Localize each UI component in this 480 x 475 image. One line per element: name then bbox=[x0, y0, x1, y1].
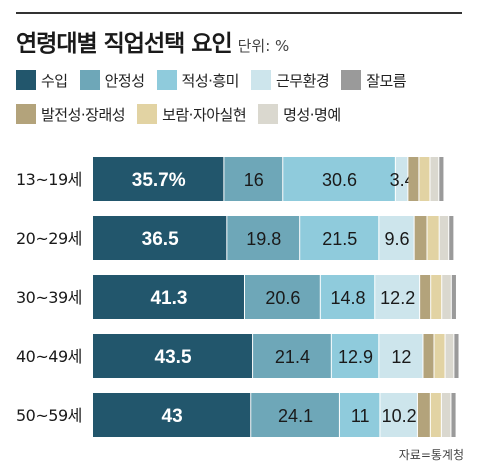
bar-segment bbox=[283, 157, 395, 201]
bar-segment bbox=[93, 393, 251, 437]
data-label: 16 bbox=[244, 170, 264, 190]
bar-segment bbox=[93, 216, 227, 260]
bar-segment bbox=[439, 157, 444, 201]
legend-swatch bbox=[250, 70, 271, 90]
bar-segment bbox=[454, 334, 459, 378]
legend-label: 수입 bbox=[41, 71, 68, 90]
data-label: 12 bbox=[391, 347, 411, 367]
bar-segment bbox=[414, 216, 427, 260]
bar-segment bbox=[251, 393, 339, 437]
bar-segment bbox=[430, 157, 439, 201]
unit-label: 단위: % bbox=[237, 37, 290, 55]
data-label: 21.4 bbox=[275, 347, 310, 367]
data-label: 36.5 bbox=[142, 229, 179, 250]
bar-segment bbox=[434, 334, 445, 378]
bar-segment bbox=[331, 334, 379, 378]
data-label: 12.9 bbox=[338, 347, 373, 367]
category-label: 50~59세 bbox=[16, 406, 82, 425]
data-label: 12.2 bbox=[380, 288, 415, 308]
bar-segment bbox=[449, 216, 454, 260]
bar-segment bbox=[375, 275, 420, 319]
top-rule bbox=[16, 12, 462, 14]
legend-item: 수입 bbox=[16, 70, 68, 91]
bar-segment bbox=[300, 216, 379, 260]
data-label: 43.5 bbox=[155, 347, 192, 368]
data-label: 21.5 bbox=[322, 229, 357, 249]
legend-item: 적성·흥미 bbox=[156, 70, 240, 91]
bar-segment bbox=[93, 334, 253, 378]
bar-segment bbox=[408, 157, 419, 201]
legend-item: 명성·명예 bbox=[258, 104, 341, 125]
data-label: 14.8 bbox=[331, 288, 366, 308]
bar-segment bbox=[417, 393, 430, 437]
bar-segment bbox=[379, 216, 414, 260]
bar-segment bbox=[244, 275, 320, 319]
legend-swatch bbox=[341, 70, 362, 90]
category-label: 30~39세 bbox=[16, 288, 82, 307]
bar-segment bbox=[423, 334, 434, 378]
data-label: 41.3 bbox=[150, 288, 187, 309]
legend-label: 잘모름 bbox=[366, 71, 407, 90]
chart-title: 연령대별 직업선택 요인 단위: % bbox=[16, 24, 289, 58]
legend-item: 발전성·장래성 bbox=[16, 104, 126, 125]
legend-label: 근무환경 bbox=[275, 71, 330, 90]
data-label: 43 bbox=[162, 406, 183, 427]
legend-item: 잘모름 bbox=[341, 70, 407, 91]
legend-label: 안정성 bbox=[104, 71, 145, 90]
category-label: 13~19세 bbox=[16, 170, 82, 189]
data-label: 24.1 bbox=[278, 406, 313, 426]
legend-label: 적성·흥미 bbox=[181, 71, 240, 90]
legend-item: 근무환경 bbox=[250, 70, 330, 91]
data-label: 35.7% bbox=[132, 170, 186, 191]
legend-swatch bbox=[156, 70, 177, 90]
bar-segment bbox=[320, 275, 375, 319]
bar-segment bbox=[445, 334, 454, 378]
legend-label: 명성·명예 bbox=[283, 105, 341, 124]
bar-segment bbox=[431, 275, 442, 319]
bar-segment bbox=[395, 157, 408, 201]
data-label: 20.6 bbox=[265, 288, 300, 308]
bar-segment bbox=[442, 275, 451, 319]
legend-swatch bbox=[16, 104, 36, 124]
bar-segment bbox=[227, 216, 300, 260]
legend-item: 안정성 bbox=[79, 70, 145, 91]
category-label: 20~29세 bbox=[16, 229, 82, 248]
legend-row-1: 수입 안정성 적성·흥미 근무환경 잘모름 bbox=[16, 69, 418, 91]
bar-segment bbox=[439, 216, 449, 260]
legend-swatch bbox=[258, 104, 279, 124]
bar-segment bbox=[441, 393, 451, 437]
title-text: 연령대별 직업선택 요인 bbox=[16, 31, 233, 57]
source-note: 자료=통계청 bbox=[398, 448, 464, 462]
data-label: 30.6 bbox=[322, 170, 357, 190]
legend-item: 보람·자아실현 bbox=[137, 104, 247, 125]
category-label: 40~49세 bbox=[16, 347, 82, 366]
bar-segment bbox=[379, 334, 423, 378]
bar-segment bbox=[224, 157, 283, 201]
legend-row-2: 발전성·장래성 보람·자아실현 명성·명예 bbox=[16, 103, 353, 125]
bar-segment bbox=[427, 216, 439, 260]
legend-label: 발전성·장래성 bbox=[41, 105, 126, 124]
legend-swatch bbox=[137, 104, 158, 124]
data-label: 10.2 bbox=[382, 406, 417, 426]
bar-segment bbox=[93, 157, 224, 201]
bar-segment bbox=[339, 393, 380, 437]
data-label: 9.6 bbox=[384, 229, 409, 249]
data-label: 19.8 bbox=[246, 229, 281, 249]
bar-segment bbox=[430, 393, 441, 437]
bar-segment bbox=[380, 393, 417, 437]
legend-label: 보람·자아실현 bbox=[162, 105, 247, 124]
bar-segment bbox=[420, 275, 431, 319]
bar-segment bbox=[451, 393, 456, 437]
bar-segment bbox=[419, 157, 430, 201]
bar-segment bbox=[93, 275, 244, 319]
legend-swatch bbox=[16, 70, 36, 90]
bar-segment bbox=[451, 275, 456, 319]
legend-swatch bbox=[79, 70, 100, 90]
bar-segment bbox=[253, 334, 331, 378]
data-label: 11 bbox=[351, 406, 370, 426]
